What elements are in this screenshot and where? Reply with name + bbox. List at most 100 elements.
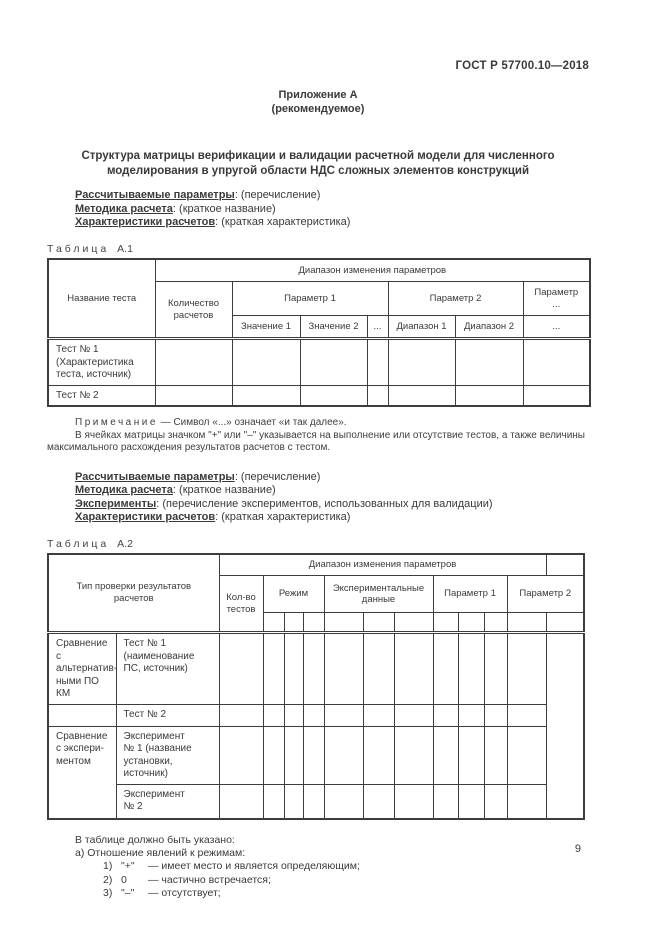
empty-cell (283, 632, 304, 705)
table-a2: Тип проверки результатов расчетов Диапаз… (47, 552, 586, 820)
empty-cell (323, 725, 364, 785)
a2-header-param2: Параметр 2 (506, 575, 585, 613)
footer-subitem-1: 1) "+" — имеет место и является определяющ… (103, 860, 589, 873)
empty-cell (218, 703, 264, 727)
definition-term: Методика расчета (75, 484, 173, 496)
empty-cell (457, 783, 485, 820)
empty-subheader-cell (393, 612, 434, 634)
subitem-symbol: "+" (121, 860, 135, 873)
page-title: Структура матрицы верификации и валидаци… (81, 150, 555, 177)
empty-cell (262, 725, 285, 785)
empty-cell (302, 725, 325, 785)
note-label: Примечание (75, 417, 158, 428)
a2-group-experiment: Сравнение с экспери- ментом (47, 725, 117, 820)
definition-rest: : (краткая характеристика) (215, 216, 351, 228)
a1-row-test2: Тест № 2 (47, 384, 156, 407)
appendix-subtitle: (рекомендуемое) (271, 103, 365, 115)
a2-row-test2: Тест № 2 (115, 703, 220, 727)
a1-subheader-ellipsis: ... (366, 315, 389, 340)
empty-cell (218, 783, 264, 820)
a1-header-param-more: Параметр ... (522, 281, 591, 316)
definition-rest: : (краткое название) (172, 202, 276, 215)
a1-subheader-value2: Значение 2 (299, 315, 368, 340)
definition-term: Эксперименты (75, 497, 157, 510)
empty-cell (387, 384, 456, 407)
definition-term: Методика расчета (75, 202, 173, 215)
empty-cell (432, 725, 459, 785)
a1-header-test-name: Название теста (47, 258, 156, 340)
empty-cell (262, 783, 285, 820)
empty-cell (366, 384, 389, 407)
empty-subheader-cell (545, 612, 585, 634)
subitem-text: — отсутствует; (148, 886, 221, 899)
table-a2-label: Таблица А.2 (47, 538, 589, 550)
a2-header-check-type: Тип проверки результатов расчетов (47, 553, 220, 634)
definitions-block-2: Рассчитываемые параметры: (перечисление)… (75, 471, 589, 525)
empty-cell (483, 703, 508, 727)
subitem-text: — частично встречается; (148, 873, 271, 886)
empty-subheader-cell (262, 612, 285, 634)
a1-subheader-ellipsis: ... (522, 315, 591, 340)
empty-subheader-cell (302, 612, 325, 634)
note-line: Примечание — Символ «...» означает «и та… (47, 417, 589, 430)
note-text: — Символ «...» означает «и так далее». (157, 417, 347, 428)
empty-cell (262, 632, 285, 705)
empty-cell (432, 632, 459, 705)
definition-term: Рассчитываемые параметры (75, 470, 235, 483)
footer-subitem-2: 2) 0 — частично встречается; (103, 874, 589, 887)
empty-subheader-cell (283, 612, 304, 634)
empty-cell (432, 703, 459, 727)
a2-row-experiment2: Эксперимент № 2 (115, 783, 220, 820)
a2-row-test1: Тест № 1 (наименование ПС, источник) (115, 632, 220, 705)
empty-cell (362, 783, 395, 820)
definition-line: Эксперименты: (перечисление эксперименто… (75, 498, 589, 512)
empty-cell (522, 384, 591, 407)
document-code: ГОСТ Р 57700.10—2018 (455, 60, 589, 72)
empty-cell (454, 384, 524, 407)
definitions-block-1: Рассчитываемые параметры: (перечисление)… (75, 189, 589, 230)
empty-cell (522, 338, 591, 386)
empty-cell (457, 703, 485, 727)
subitem-number: 1) (103, 860, 113, 873)
empty-cell (302, 783, 325, 820)
subitem-number: 3) (103, 886, 113, 899)
empty-cell (457, 725, 485, 785)
table-row: Сравнение с экспери- ментом Эксперимент … (47, 725, 584, 820)
a2-header-tests-count: Кол-во тестов (218, 575, 264, 634)
footer-subitem-3: 3) "–" — отсутствует; (103, 887, 589, 900)
table-row: Тест № 2 (47, 384, 591, 407)
footer-intro: В таблице должно быть указано: (75, 834, 235, 846)
empty-cell (231, 338, 301, 386)
empty-subheader-cell (323, 612, 364, 634)
empty-cell (432, 783, 459, 820)
empty-cell (323, 783, 364, 820)
table-a2-label-id: А.2 (117, 537, 133, 550)
definition-line: Рассчитываемые параметры: (перечисление) (75, 471, 589, 485)
a1-subheader-range2: Диапазон 2 (454, 315, 524, 340)
empty-cell (299, 338, 368, 386)
subitem-number: 2) (103, 873, 113, 886)
a2-header-range: Диапазон изменения параметров (218, 553, 547, 576)
empty-cell (302, 632, 325, 705)
a2-header-experimental-data: Экспериментальные данные (323, 575, 434, 613)
footer-item-a: а) Отношение явлений к режимам: (75, 847, 246, 860)
empty-subheader-cell (457, 612, 485, 634)
subitem-symbol: "–" (121, 886, 135, 899)
empty-cell (483, 632, 508, 705)
table-row: Тест № 1 (Характеристика теста, источник… (47, 338, 591, 386)
a2-group-empty (47, 703, 117, 727)
table-a2-label-word: Таблица (47, 537, 110, 550)
definition-term: Характеристики расчетов (75, 511, 216, 523)
definition-rest: : (перечисление экспериментов, использов… (156, 497, 493, 510)
empty-subheader-cell (483, 612, 508, 634)
empty-cell (457, 632, 485, 705)
a1-row-test1: Тест № 1 (Характеристика теста, источник… (47, 338, 156, 386)
a1-header-count: Количество расчетов (154, 281, 233, 340)
definition-rest: : (краткое название) (172, 484, 276, 496)
table-row: Тест № 2 (47, 703, 584, 727)
empty-cell (366, 338, 389, 386)
empty-subheader-cell (432, 612, 459, 634)
empty-cell (483, 783, 508, 820)
table-a1: Название теста Диапазон изменения параме… (47, 257, 592, 407)
